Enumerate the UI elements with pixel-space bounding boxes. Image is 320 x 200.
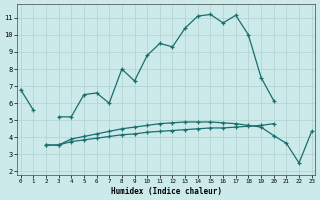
X-axis label: Humidex (Indice chaleur): Humidex (Indice chaleur) <box>111 187 222 196</box>
